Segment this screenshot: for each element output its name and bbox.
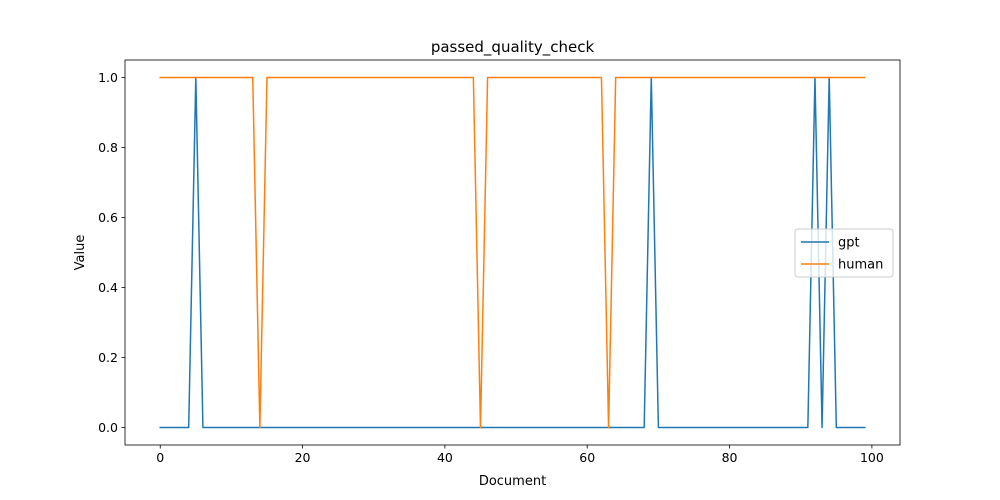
y-tick-label: 0.6 bbox=[98, 210, 118, 225]
x-tick-label: 20 bbox=[295, 450, 311, 465]
y-tick-label: 0.8 bbox=[98, 140, 118, 155]
chart-title: passed_quality_check bbox=[431, 38, 595, 57]
y-tick-label: 0.0 bbox=[98, 420, 118, 435]
legend-label-gpt: gpt bbox=[838, 236, 860, 251]
series-layer bbox=[159, 76, 866, 429]
y-tick-label: 0.2 bbox=[98, 350, 118, 365]
x-axis-label: Document bbox=[479, 474, 546, 489]
x-tick-label: 0 bbox=[156, 450, 164, 465]
series-line-gpt bbox=[159, 76, 866, 429]
legend-label-human: human bbox=[838, 258, 883, 273]
x-tick-label: 40 bbox=[437, 450, 453, 465]
y-axis: 0.0 0.2 0.4 0.6 0.8 1.0 bbox=[98, 70, 125, 435]
plot-frame bbox=[124, 59, 901, 446]
y-tick-label: 0.4 bbox=[98, 280, 118, 295]
x-tick-label: 60 bbox=[579, 450, 595, 465]
series-line-human bbox=[159, 76, 866, 429]
legend: gpt human bbox=[794, 228, 894, 278]
x-tick-label: 80 bbox=[722, 450, 738, 465]
y-tick-label: 1.0 bbox=[98, 70, 118, 85]
y-axis-label: Value bbox=[73, 235, 88, 271]
legend-box bbox=[794, 228, 894, 278]
x-axis: 0 20 40 60 80 100 bbox=[156, 445, 884, 465]
x-tick-label: 100 bbox=[860, 450, 884, 465]
